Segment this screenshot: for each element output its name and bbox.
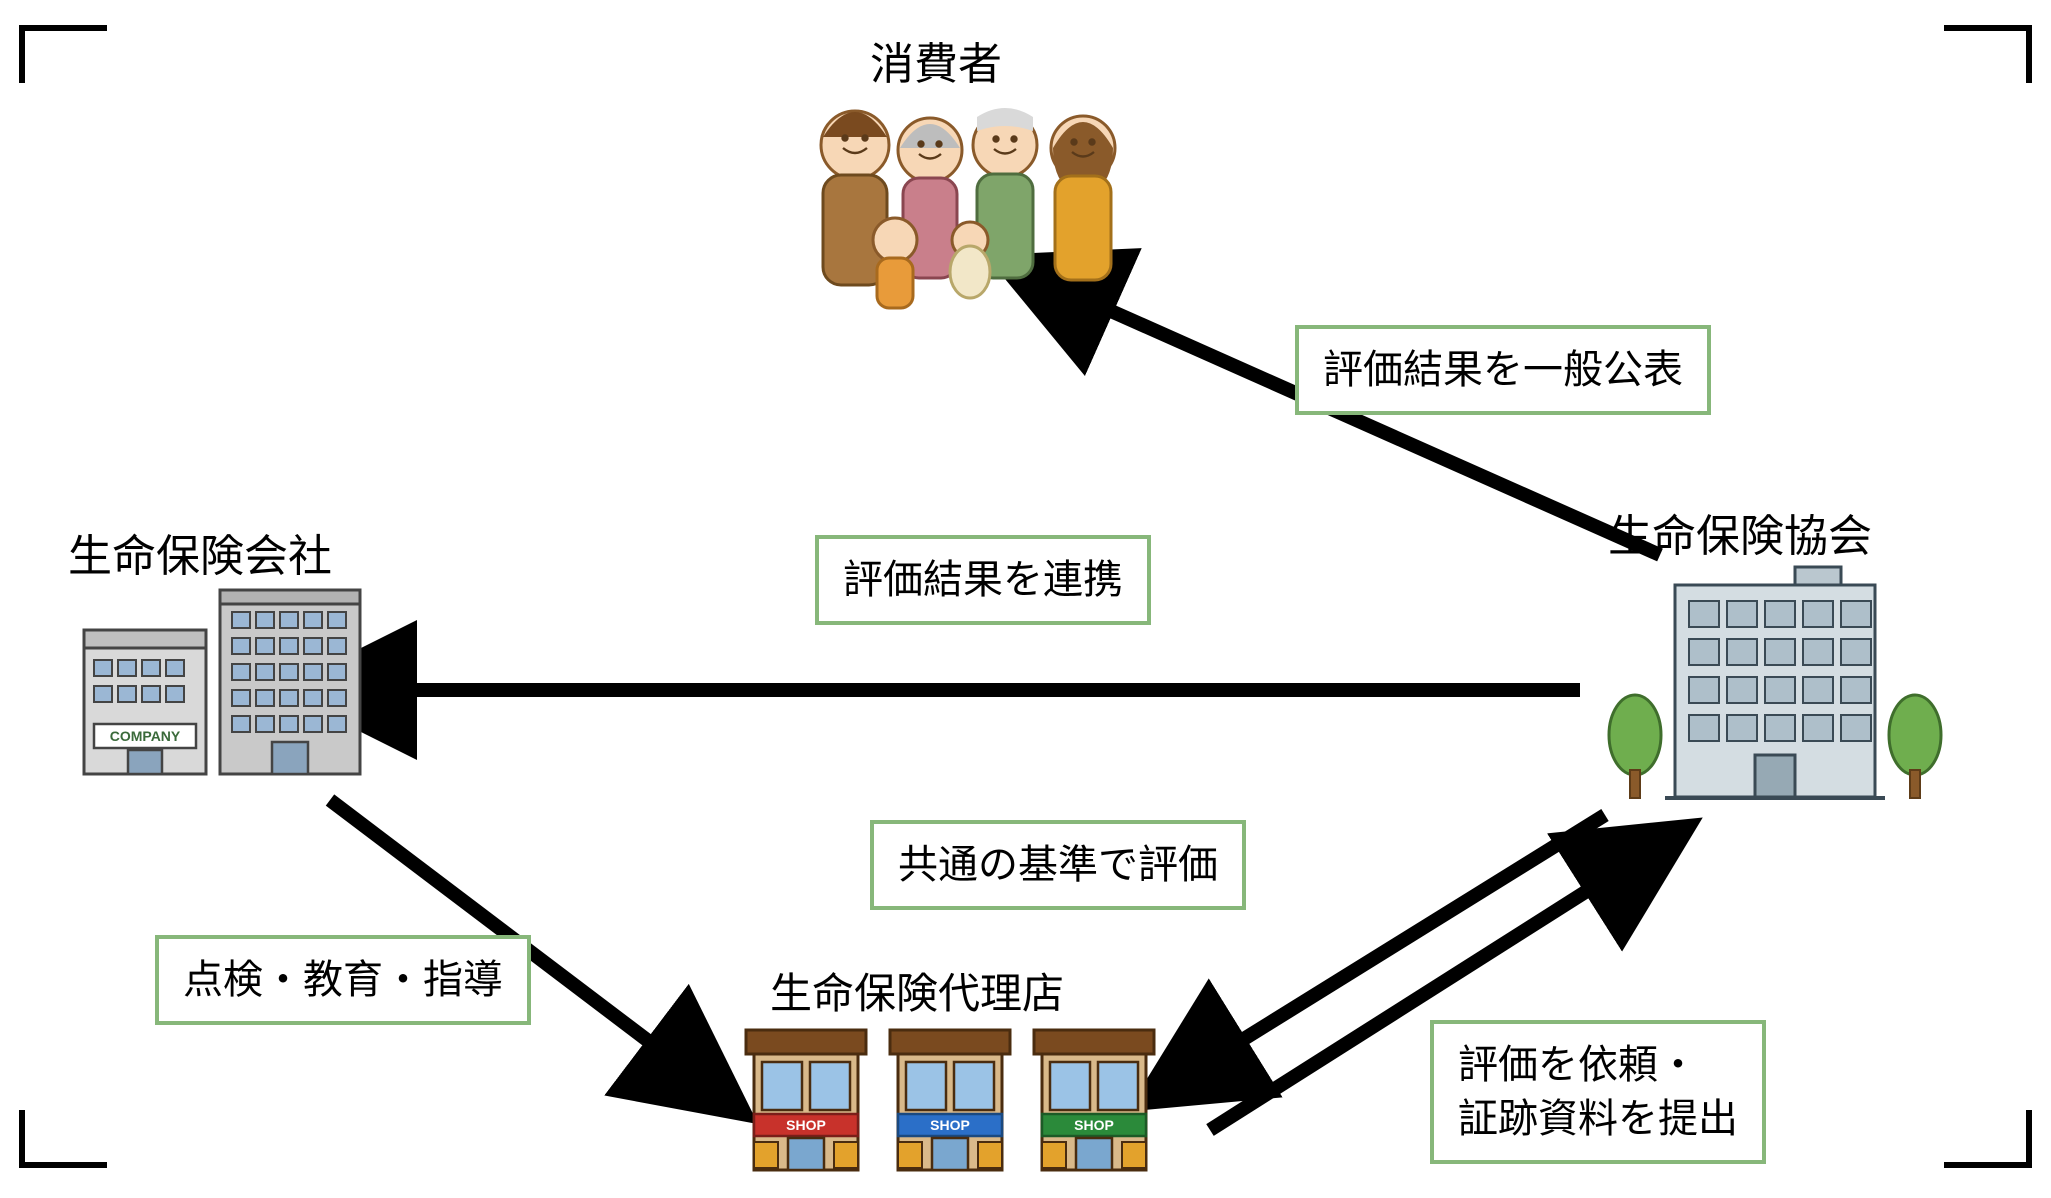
company-buildings-icon: COMPANY (80, 590, 370, 780)
label-inspect: 点検・教育・指導 (155, 935, 531, 1025)
arrow-inspect (330, 800, 680, 1065)
svg-text:SHOP: SHOP (930, 1117, 970, 1133)
label-evaluate: 共通の基準で評価 (870, 820, 1246, 910)
node-agency-title: 生命保険代理店 (770, 960, 1064, 1021)
diagram-stage: 消費者 (0, 0, 2051, 1198)
label-disclose: 評価結果を一般公表 (1295, 325, 1711, 415)
node-company-title: 生命保険会社 (68, 520, 332, 584)
label-share: 評価結果を連携 (815, 535, 1151, 625)
svg-text:SHOP: SHOP (1074, 1117, 1114, 1133)
node-association-title: 生命保険協会 (1608, 500, 1872, 564)
association-building-icon (1595, 565, 1955, 810)
label-request: 評価を依頼・ 証跡資料を提出 (1430, 1020, 1766, 1164)
node-consumer-title: 消費者 (870, 28, 1002, 92)
svg-text:COMPANY: COMPANY (110, 728, 181, 744)
svg-text:SHOP: SHOP (786, 1117, 826, 1133)
agency-shops-icon: SHOP SHOP (740, 1020, 1160, 1180)
consumer-family-icon (795, 90, 1145, 320)
